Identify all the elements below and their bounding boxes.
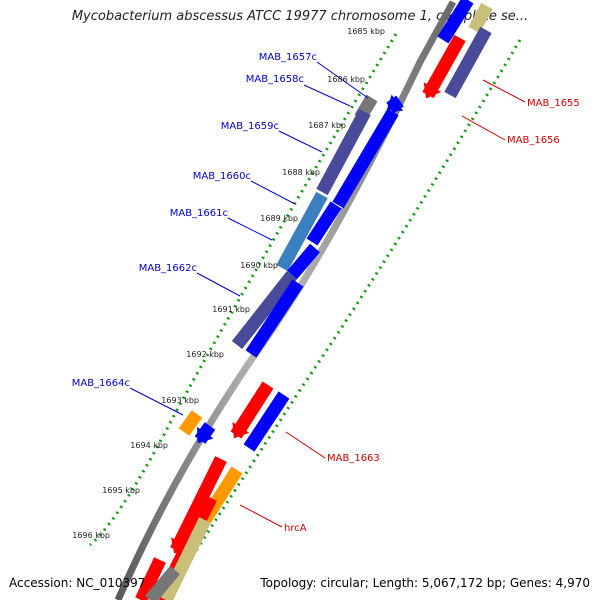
gene-block-mab1662c-a [287,243,320,280]
scale-tick-label: 1691 kbp [212,305,250,314]
gene-block-small-blue-2-arrowhead [197,426,214,444]
reverse-gene-label: MAB_1661c [170,208,228,219]
gene-block-small-blue-arrowhead [386,94,404,112]
inner-scale-ticks [89,33,398,547]
reverse-gene-label: MAB_1660c [193,171,251,182]
accession-text: Accession: NC_010397 [9,576,146,590]
scale-tick-label: 1695 kbp [102,486,140,495]
gene-block-mab1658c [316,108,371,196]
scale-tick-label: 1685 kbp [347,27,385,36]
forward-leader-line [482,79,526,103]
reverse-gene-label: MAB_1658c [246,74,304,85]
gene-block-mab1660c [276,191,328,272]
scale-tick-label: 1687 kbp [308,121,346,130]
forward-leader-line [285,431,326,459]
forward-gene-label: MAB_1655 [527,98,580,109]
map-title: Mycobacterium abscessus ATCC 19977 chrom… [71,9,529,24]
gene-block-mab1663 [230,381,274,439]
gene-block-mab1663-arrowhead [232,422,250,439]
forward-gene-label: MAB_1663 [327,453,380,464]
gene-block-khaki-bottom [160,517,211,600]
reverse-gene-label: MAB_1662c [139,263,197,274]
scale-tick-label: 1688 kbp [282,168,320,177]
outer-scale-ticks [188,39,522,561]
scale-tick-label: 1694 kbp [130,441,168,450]
reverse-leader-line [303,84,351,107]
scale-tick-label: 1696 kbp [72,531,110,540]
scale-tick-label: 1693 kbp [161,396,199,405]
gene-features [135,0,493,600]
gene-block-mab1659c [332,108,399,209]
reverse-gene-label: MAB_1664c [72,378,130,389]
gene-block-red-corner [135,557,166,600]
gene-block-top-khaki [468,2,493,34]
gene-block-red-lower [170,456,227,553]
gene-block-mab1664c [178,410,203,436]
reverse-leader-line [196,272,241,297]
reverse-leader-line [250,180,296,205]
label-leaders [129,61,526,528]
forward-leader-line [461,115,506,141]
reverse-leader-line [129,387,184,416]
gene-block-mab1661c [306,201,342,246]
gene-block-mab1662c-c [245,279,304,358]
scale-tick-labels: 1685 kbp 1686 kbp 1687 kbp 1688 kbp 1689 kbp… [72,27,385,540]
reverse-leader-line [278,130,323,153]
forward-gene-label: MAB_1656 [507,135,560,146]
gene-block-gray-corner [145,565,180,600]
gene-labels: MAB_1657c MAB_1658c MAB_1659c MAB_1660c MAB_… [72,52,580,534]
gene-block-mab1655 [444,26,492,99]
gene-block-mab1663-b [243,391,290,452]
gene-block-mab1656 [422,34,466,99]
gene-block-mab1656-arrowhead [423,82,442,99]
reverse-leader-line [227,217,273,241]
forward-leader-line [239,504,283,528]
scale-tick-label: 1686 kbp [327,75,365,84]
reverse-gene-label: MAB_1659c [221,121,279,132]
genome-summary-text: Topology: circular; Length: 5,067,172 bp… [260,576,590,590]
scale-tick-label: 1692 kbp [186,350,224,359]
gene-block-mab1662c-b [231,270,298,350]
scale-tick-label: 1689 kbp [260,214,298,223]
reverse-gene-label: MAB_1657c [259,52,317,63]
scale-tick-label: 1690 kbp [240,261,278,270]
gene-block-top-blue [437,0,474,44]
forward-gene-label: hrcA [284,523,307,534]
reverse-leader-line [316,61,369,99]
